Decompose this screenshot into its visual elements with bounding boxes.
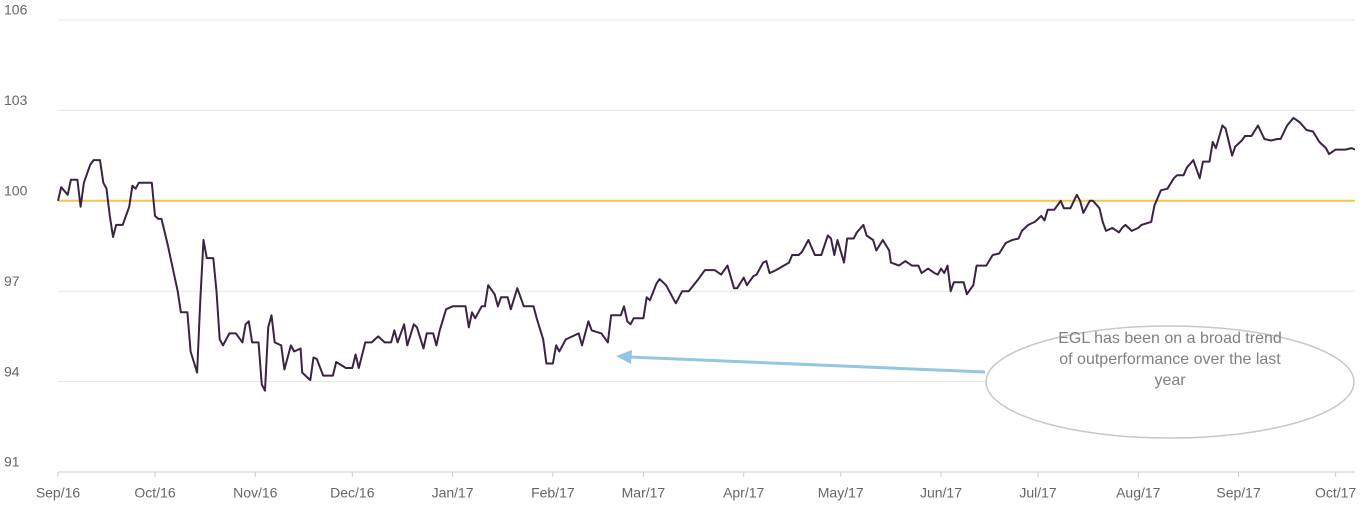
x-tick-label: Apr/17 — [723, 485, 764, 501]
x-tick-label: Jan/17 — [432, 485, 474, 501]
x-tick-label: Sep/16 — [36, 485, 81, 501]
x-tick-label: Jul/17 — [1019, 485, 1057, 501]
x-tick-label: Nov/16 — [233, 485, 278, 501]
x-tick-label: Jun/17 — [920, 485, 962, 501]
series-line — [57, 116, 1356, 392]
annotation-text: EGL has been on a broad trend of outperf… — [1058, 330, 1282, 389]
y-tick-label: 91 — [4, 454, 20, 470]
y-tick-label: 106 — [4, 2, 28, 18]
y-tick-label: 103 — [4, 92, 28, 108]
y-tick-label: 94 — [4, 363, 20, 379]
x-tick-label: Oct/17 — [1315, 485, 1356, 501]
annotation-bubble — [985, 325, 1355, 439]
x-tick-label: Dec/16 — [330, 485, 375, 501]
x-tick-label: Mar/17 — [622, 485, 666, 501]
y-tick-label: 100 — [4, 183, 28, 199]
annotation-arrow — [629, 355, 986, 374]
y-tick-label: 97 — [4, 273, 20, 289]
x-tick-label: May/17 — [818, 485, 864, 501]
x-tick-label: Aug/17 — [1116, 485, 1161, 501]
annotation-arrowhead — [616, 350, 632, 364]
x-tick-label: Feb/17 — [531, 485, 575, 501]
x-tick-label: Oct/16 — [134, 485, 175, 501]
x-tick-label: Sep/17 — [1216, 485, 1261, 501]
